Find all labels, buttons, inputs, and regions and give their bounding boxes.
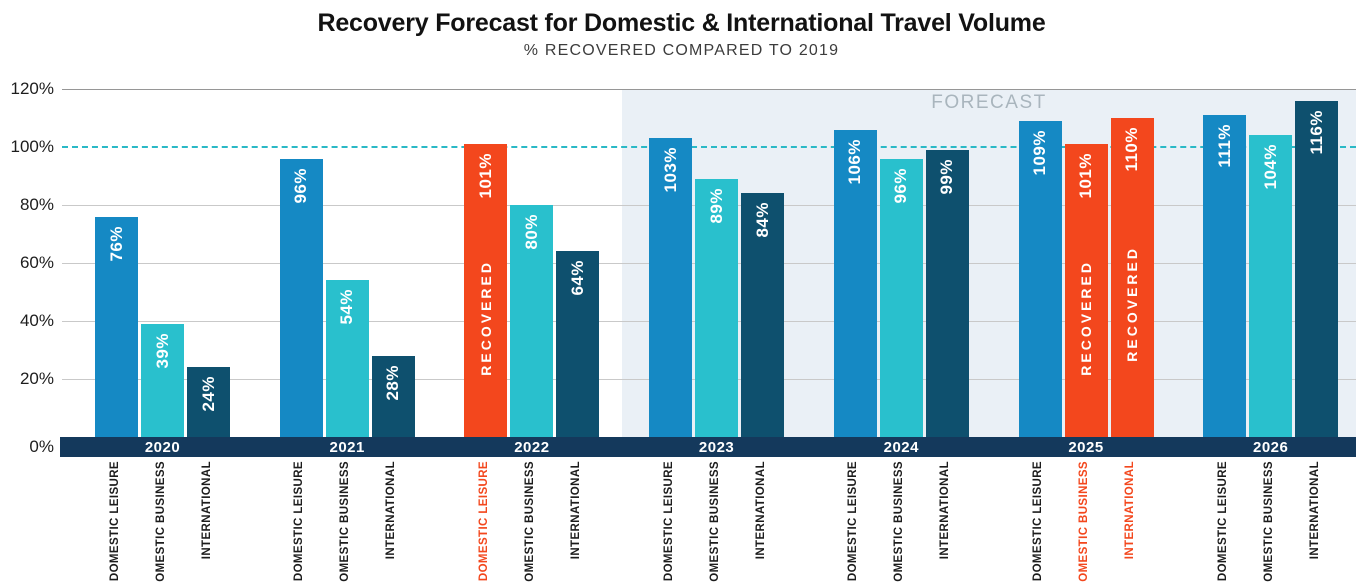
y-axis-tick-label: 0% bbox=[29, 437, 54, 456]
y-axis-tick-label: 40% bbox=[19, 311, 54, 330]
year-label: 2020 bbox=[144, 439, 181, 456]
recovered-label: RECOVERED bbox=[1078, 259, 1094, 376]
bar-value-label: 76% bbox=[106, 226, 126, 262]
category-label: INTERNATIONAL bbox=[754, 461, 767, 560]
year-label: 2025 bbox=[1068, 439, 1104, 456]
bar-value-label: 111% bbox=[1214, 124, 1234, 168]
bar-value-label: 84% bbox=[752, 202, 772, 238]
year-label: 2024 bbox=[883, 439, 919, 456]
chart-title: Recovery Forecast for Domestic & Interna… bbox=[317, 9, 1046, 37]
bar-2022-domestic-leisure: 101% RECOVERED bbox=[464, 144, 508, 437]
bar-value-label: 96% bbox=[291, 168, 311, 204]
bar-2023-international: 84% bbox=[741, 193, 785, 437]
y-axis-tick-label: 80% bbox=[19, 195, 54, 214]
bar-2020-international: 24% bbox=[187, 367, 230, 437]
y-axis-tick-label: 100% bbox=[10, 137, 54, 156]
y-axis-tick-label: 120% bbox=[10, 79, 54, 98]
bar-2021-domestic-business: 54% bbox=[325, 280, 369, 437]
bar-2021-international: 28% bbox=[371, 356, 415, 437]
forecast-label: FORECAST bbox=[931, 92, 1047, 113]
bar-2022-domestic-business: 80% bbox=[510, 205, 554, 437]
recovered-label: RECOVERED bbox=[477, 259, 494, 376]
category-label: DOMESTIC LEISURE bbox=[477, 461, 490, 582]
bar-value-label: 28% bbox=[383, 365, 403, 401]
bar-2024-domestic-leisure: 106% bbox=[833, 130, 877, 437]
bar-2026-domestic-leisure: 111% bbox=[1203, 115, 1247, 437]
category-label: DOMESTIC LEISURE bbox=[662, 461, 675, 582]
year-label: 2022 bbox=[514, 439, 550, 456]
year-label: 2023 bbox=[698, 439, 735, 456]
y-axis-tick-label: 60% bbox=[19, 253, 54, 272]
category-label: INTERNATIONAL bbox=[1308, 461, 1321, 560]
bar-2025-domestic-business: 101% RECOVERED bbox=[1064, 144, 1108, 437]
category-label: DOMESTIC LEISURE bbox=[1032, 461, 1044, 582]
gridline bbox=[62, 89, 1356, 90]
bar-value-label: 106% bbox=[845, 139, 865, 185]
year-label: 2026 bbox=[1253, 439, 1289, 456]
recovered-label: RECOVERED bbox=[1124, 246, 1140, 363]
bar-2020-domestic-business: 39% bbox=[141, 324, 184, 437]
bar-value-label: 104% bbox=[1260, 144, 1280, 190]
bar-2024-domestic-business: 96% bbox=[879, 159, 923, 437]
bar-value-label: 109% bbox=[1030, 130, 1049, 176]
bar-value-label: 89% bbox=[706, 188, 726, 224]
bar-2026-domestic-business: 104% bbox=[1249, 135, 1293, 437]
bar-value-label: 99% bbox=[937, 159, 957, 195]
bar-value-label: 96% bbox=[891, 168, 911, 204]
bar-2026-international: 116% bbox=[1295, 101, 1339, 437]
bar-value-label: 103% bbox=[660, 147, 680, 193]
category-label: DOMESTIC BUSINESS bbox=[1078, 461, 1090, 582]
bar-value-label: 54% bbox=[337, 289, 357, 325]
year-label: 2021 bbox=[329, 439, 365, 456]
category-label: INTERNATIONAL bbox=[385, 461, 398, 560]
category-label: DOMESTIC BUSINESS bbox=[1262, 461, 1275, 582]
category-label: DOMESTIC LEISURE bbox=[1216, 461, 1229, 582]
category-label: DOMESTIC BUSINESS bbox=[893, 461, 906, 582]
bar-2024-international: 99% bbox=[925, 150, 969, 437]
bar-value-label: 101% bbox=[475, 153, 495, 199]
hundred-percent-reference-line bbox=[62, 146, 1356, 148]
bar-2023-domestic-business: 89% bbox=[695, 179, 739, 437]
chart-subtitle: % RECOVERED COMPARED TO 2019 bbox=[523, 42, 840, 59]
category-label: INTERNATIONAL bbox=[939, 461, 952, 560]
bar-2021-domestic-leisure: 96% bbox=[279, 159, 323, 437]
category-label: DOMESTIC BUSINESS bbox=[339, 461, 352, 582]
bar-2025-international: 110% RECOVERED bbox=[1110, 118, 1154, 437]
category-label: DOMESTIC BUSINESS bbox=[708, 461, 721, 582]
bar-value-label: 24% bbox=[198, 376, 218, 412]
x-axis-band bbox=[60, 437, 1356, 457]
bar-value-label: 39% bbox=[152, 333, 172, 369]
y-axis-tick-label: 20% bbox=[19, 369, 54, 388]
category-label: INTERNATIONAL bbox=[1124, 461, 1136, 560]
bar-value-label: 110% bbox=[1122, 127, 1141, 172]
bar-2023-domestic-leisure: 103% bbox=[649, 138, 693, 437]
category-label: DOMESTIC BUSINESS bbox=[523, 461, 536, 582]
category-label: INTERNATIONAL bbox=[200, 461, 213, 560]
category-label: DOMESTIC LEISURE bbox=[293, 461, 306, 582]
category-label: DOMESTIC BUSINESS bbox=[154, 461, 167, 582]
bar-2025-domestic-leisure: 109% bbox=[1018, 121, 1062, 437]
category-label: DOMESTIC LEISURE bbox=[847, 461, 860, 582]
bar-value-label: 64% bbox=[567, 260, 587, 296]
bar-value-label: 116% bbox=[1306, 110, 1326, 155]
category-label: DOMESTIC LEISURE bbox=[108, 461, 121, 582]
bar-value-label: 80% bbox=[521, 214, 541, 250]
bar-2020-domestic-leisure: 76% bbox=[95, 217, 138, 437]
bar-2022-international: 64% bbox=[556, 251, 600, 437]
category-label: INTERNATIONAL bbox=[569, 461, 582, 560]
bar-value-label: 101% bbox=[1076, 153, 1095, 199]
